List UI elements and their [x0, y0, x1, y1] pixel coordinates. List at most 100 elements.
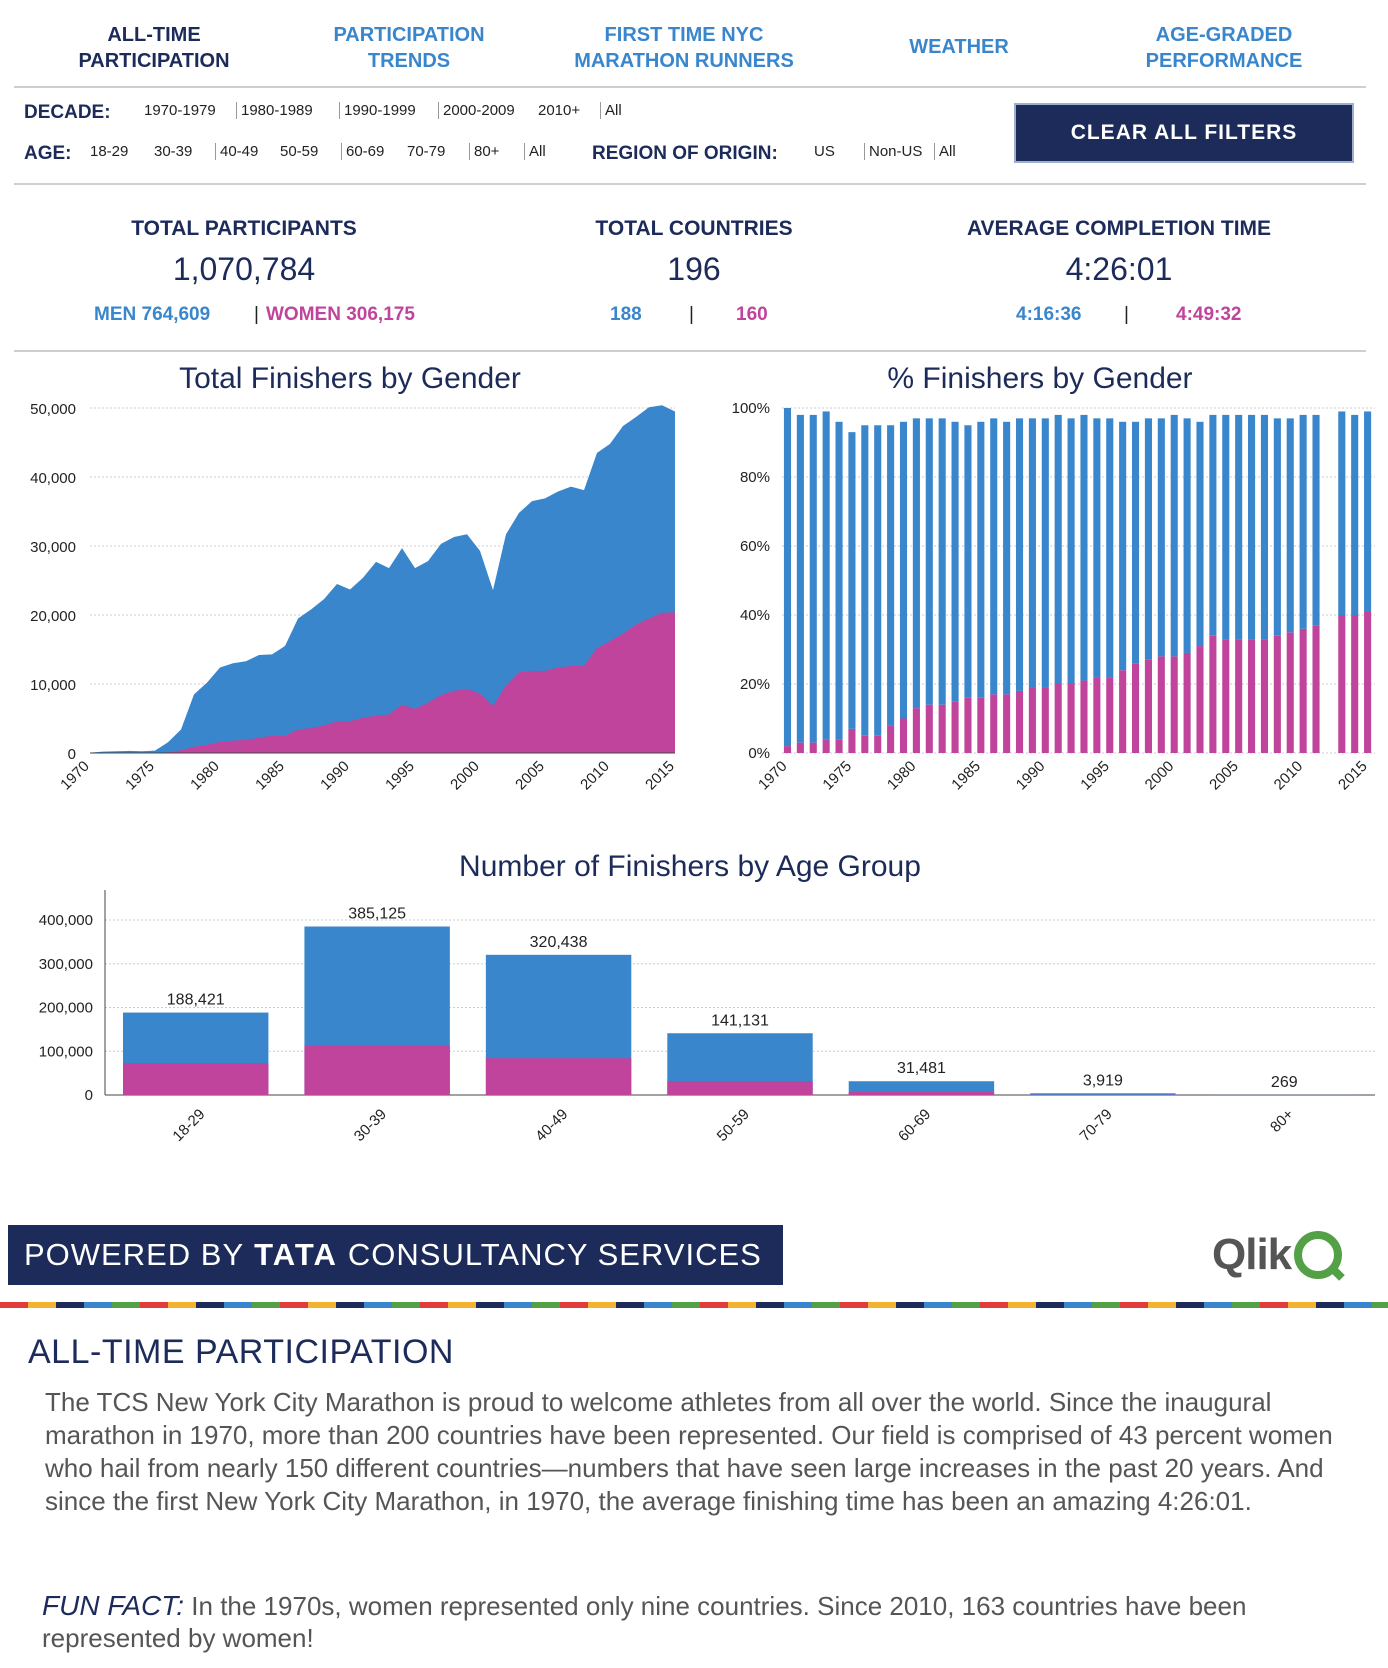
bar-value-label: 31,481: [897, 1060, 946, 1077]
men-bar: [1030, 1093, 1176, 1095]
powered-suffix: CONSULTANCY SERVICES: [347, 1237, 762, 1272]
filter-age-80-plus[interactable]: 80+: [469, 143, 499, 160]
women-bar: [485, 1058, 632, 1095]
women-bar: [977, 697, 985, 753]
tab-first-time-runners[interactable]: FIRST TIME NYC MARATHON RUNNERS: [574, 24, 794, 72]
women-bar: [1299, 628, 1307, 753]
men-bar: [783, 408, 792, 747]
men-bar: [809, 414, 817, 743]
x-tick-label: 1995: [1077, 758, 1113, 794]
filter-region-us[interactable]: US: [814, 143, 835, 160]
men-bar: [1286, 418, 1294, 633]
women-bar: [1351, 615, 1359, 753]
women-bar: [1235, 639, 1243, 753]
filter-age-40-49[interactable]: 40-49: [215, 143, 258, 160]
x-tick-label: 2005: [1206, 758, 1242, 794]
women-bar: [796, 742, 804, 753]
bar-value-label: 320,438: [530, 934, 588, 951]
men-bar: [1028, 418, 1036, 688]
filter-decade-2000[interactable]: 2000-2009: [438, 102, 515, 119]
x-tick-label: 1980: [187, 758, 223, 794]
women-bar: [1015, 690, 1024, 753]
x-tick-label: 2000: [447, 758, 483, 794]
filter-age-70-79[interactable]: 70-79: [407, 143, 446, 160]
age-label: AGE:: [24, 143, 72, 164]
filter-region-all[interactable]: All: [934, 143, 956, 160]
women-bar: [1222, 639, 1230, 753]
bar-value-label: 3,919: [1083, 1072, 1123, 1089]
chart-title-total-finishers: Total Finishers by Gender: [179, 362, 521, 395]
tab-weather[interactable]: WEATHER: [909, 36, 1009, 58]
men-bar: [835, 421, 843, 740]
filter-age-all[interactable]: All: [524, 143, 546, 160]
filter-decade-1990[interactable]: 1990-1999: [339, 102, 416, 119]
filter-decade-all[interactable]: All: [600, 102, 622, 119]
tab-all-time-participation[interactable]: ALL-TIME PARTICIPATION: [78, 24, 230, 72]
women-bar: [809, 742, 817, 753]
filter-decade-2010[interactable]: 2010+: [538, 102, 581, 119]
tab-age-graded-performance[interactable]: AGE-GRADED PERFORMANCE: [1145, 24, 1303, 72]
men-bar: [1157, 418, 1165, 657]
women-bar: [1170, 656, 1178, 753]
chart-title-percent-finishers: % Finishers by Gender: [887, 362, 1193, 395]
total-countries-value: 196: [667, 251, 721, 287]
men-bar: [796, 414, 804, 743]
men-bar: [848, 1081, 995, 1095]
total-participants-value: 1,070,784: [172, 251, 316, 287]
y-tick-label: 40%: [740, 607, 770, 624]
filter-decade-1980[interactable]: 1980-1989: [236, 102, 313, 119]
x-tick-label: 70-79: [1077, 1106, 1116, 1145]
men-bar: [1119, 421, 1127, 671]
countries-women: 160: [736, 304, 768, 325]
men-bar: [874, 425, 882, 736]
x-tick-label: 1975: [122, 758, 158, 794]
men-bar: [1235, 414, 1243, 640]
tab-participation-trends[interactable]: PARTICIPATION TRENDS: [333, 24, 485, 72]
men-bar: [1364, 411, 1372, 612]
fun-fact-label: FUN FACT:: [42, 1590, 185, 1621]
women-bar: [123, 1063, 269, 1095]
women-bar: [874, 735, 882, 753]
women-bar: [848, 728, 856, 753]
filter-age-60-69[interactable]: 60-69: [341, 143, 384, 160]
women-bar: [1286, 632, 1294, 753]
filter-age-18-29[interactable]: 18-29: [90, 143, 129, 160]
men-bar: [977, 421, 985, 698]
powered-prefix: POWERED BY: [24, 1237, 245, 1272]
total-countries-title: TOTAL COUNTRIES: [595, 217, 793, 240]
women-bar: [1312, 625, 1320, 753]
time-women: 4:49:32: [1176, 304, 1242, 325]
y-tick-label: 20%: [740, 676, 770, 693]
clear-all-filters-button[interactable]: CLEAR ALL FILTERS: [1014, 103, 1354, 163]
men-bar: [1183, 418, 1191, 653]
filter-region-non-us[interactable]: Non-US: [864, 143, 922, 160]
x-tick-label: 2010: [1271, 758, 1307, 794]
women-bar: [1209, 635, 1217, 753]
y-tick-label: 30,000: [30, 539, 76, 556]
men-bar: [1144, 418, 1152, 660]
men-bar: [1351, 414, 1359, 615]
filter-bar: DECADE: 1970-1979 1980-1989 1990-1999 20…: [14, 90, 1366, 185]
men-bar: [1067, 418, 1075, 684]
filter-age-50-59[interactable]: 50-59: [280, 143, 319, 160]
men-bar: [822, 411, 830, 740]
x-tick-label: 1970: [755, 758, 791, 794]
filter-age-30-39[interactable]: 30-39: [154, 143, 193, 160]
men-bar: [938, 418, 946, 705]
x-tick-label: 2005: [512, 758, 548, 794]
men-bar: [1260, 414, 1269, 640]
x-tick-label: 1985: [948, 758, 984, 794]
men-bar: [1273, 418, 1281, 636]
filter-decade-1970[interactable]: 1970-1979: [144, 102, 216, 119]
y-tick-label: 50,000: [30, 401, 76, 418]
men-bar: [1003, 421, 1011, 695]
women-bar: [1183, 652, 1191, 753]
men-bar: [1248, 414, 1256, 640]
y-tick-label: 300,000: [39, 956, 93, 973]
women-bar: [1003, 694, 1011, 753]
x-tick-label: 80+: [1267, 1106, 1297, 1136]
y-tick-label: 0: [85, 1087, 93, 1104]
men-bar: [887, 425, 895, 726]
women-bar: [912, 708, 920, 753]
women-bar: [1093, 677, 1101, 753]
